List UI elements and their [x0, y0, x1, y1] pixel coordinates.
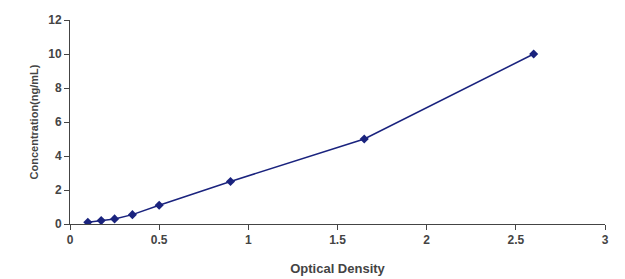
svg-text:8: 8: [55, 81, 62, 95]
svg-text:1.5: 1.5: [329, 233, 346, 247]
svg-text:0.5: 0.5: [151, 233, 168, 247]
svg-text:Optical Density: Optical Density: [290, 261, 385, 276]
svg-text:1: 1: [245, 233, 252, 247]
svg-text:3: 3: [602, 233, 609, 247]
svg-text:10: 10: [48, 47, 62, 61]
svg-text:0: 0: [67, 233, 74, 247]
svg-text:6: 6: [55, 115, 62, 129]
svg-text:Concentration(ng/mL): Concentration(ng/mL): [28, 64, 40, 179]
svg-text:4: 4: [55, 149, 62, 163]
svg-text:12: 12: [48, 13, 62, 27]
svg-text:2: 2: [55, 183, 62, 197]
svg-text:2.5: 2.5: [507, 233, 524, 247]
svg-text:2: 2: [423, 233, 430, 247]
svg-text:0: 0: [55, 217, 62, 231]
